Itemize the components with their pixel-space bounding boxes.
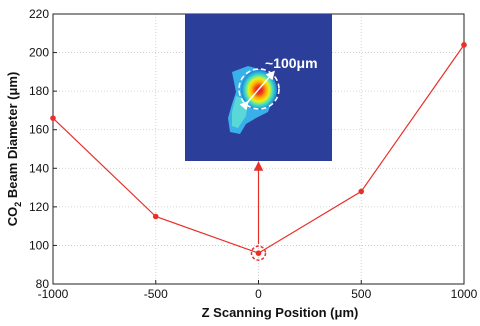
- inset-dashed-circle: [238, 68, 280, 110]
- x-tick-label: 0: [255, 287, 262, 301]
- y-axis-label-rest: Beam Diameter (μm): [5, 72, 20, 202]
- x-tick-label: -1000: [38, 287, 69, 301]
- highlight-circle: [250, 245, 267, 261]
- y-tick-label: 120: [29, 200, 49, 214]
- x-axis-label: Z Scanning Position (μm): [202, 305, 359, 320]
- y-tick-label: 100: [29, 238, 49, 252]
- data-point: [255, 250, 262, 256]
- y-axis-label: CO2 Beam Diameter (μm): [5, 72, 23, 227]
- data-series: [50, 42, 467, 256]
- inset-size-label: ~100μm: [265, 55, 318, 71]
- x-tick-label: 1000: [451, 287, 478, 301]
- data-point: [461, 42, 467, 48]
- inset-diameter-arrow: [239, 70, 275, 111]
- y-tick-label: 160: [29, 123, 49, 137]
- y-tick-label: 200: [29, 46, 49, 60]
- y-tick-label: 80: [36, 277, 50, 291]
- y-tick-label: 220: [29, 7, 49, 21]
- y-axis-label-main: CO: [5, 207, 20, 227]
- data-point: [50, 115, 56, 121]
- y-tick-label: 180: [29, 84, 49, 98]
- data-point: [358, 188, 365, 195]
- x-tick-label: -500: [144, 287, 168, 301]
- data-point: [152, 213, 159, 220]
- axis-ticks: -1000 -500 0 500 1000 80 100 120 140 160 180 200 220: [29, 7, 478, 301]
- x-tick-label: 500: [351, 287, 371, 301]
- beam-profile-inset: ~100μm: [185, 14, 332, 161]
- y-axis-label-sub: 2: [13, 202, 23, 207]
- y-tick-label: 140: [29, 161, 49, 175]
